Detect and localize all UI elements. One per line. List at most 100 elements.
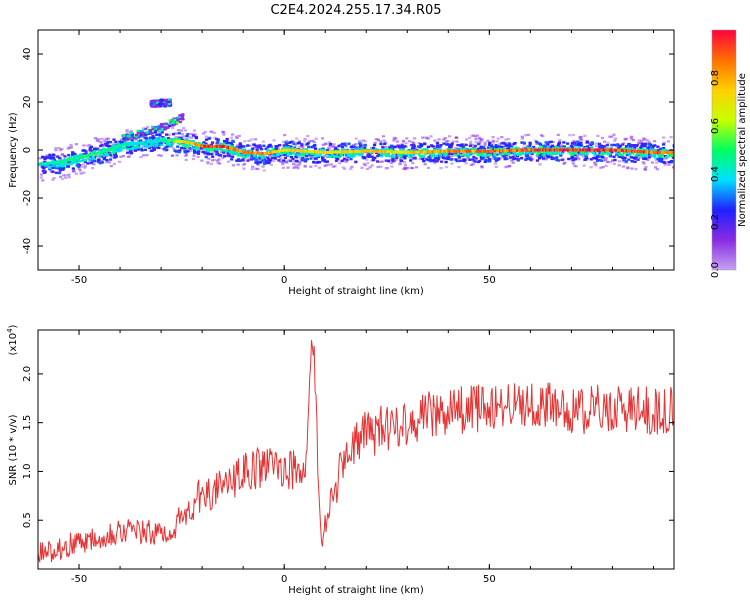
- spectrogram-cell: [218, 162, 222, 165]
- spectrogram-cell: [570, 153, 574, 156]
- spectrogram-cell: [628, 153, 632, 156]
- spectrogram-cell: [93, 137, 98, 140]
- spectrogram-cell: [301, 154, 305, 157]
- spectrogram-cell: [200, 159, 204, 162]
- spectrogram-cell: [496, 137, 500, 140]
- spectrogram-ridge-cell: [316, 150, 319, 154]
- spectrogram-cell: [58, 169, 62, 172]
- spectrogram-ridge-cell: [269, 151, 272, 155]
- spectrogram-cell: [543, 145, 547, 148]
- spectrogram-cell: [451, 140, 455, 143]
- spectrogram-cell: [376, 139, 380, 142]
- spectrogram-ridge-cell: [530, 148, 533, 152]
- spectrogram-ridge-cell: [49, 161, 52, 165]
- spectrogram-ridge-cell: [555, 148, 558, 152]
- spectrogram-cell: [527, 157, 531, 160]
- spectrogram-ridge-cell: [104, 149, 107, 153]
- spectrogram-cell: [421, 154, 426, 157]
- spectrogram-cell: [209, 162, 214, 166]
- spectrogram-cell: [633, 160, 637, 163]
- spectrogram-ridge-cell: [638, 150, 641, 154]
- spectrogram-cell: [413, 147, 418, 150]
- spectrogram-cell: [423, 163, 427, 166]
- spectrogram-ridge-cell: [295, 149, 298, 153]
- spectrogram-cell: [49, 157, 53, 160]
- spectrogram-cell: [192, 149, 196, 152]
- spectrogram-cell: [605, 143, 609, 147]
- spectrogram-cell: [555, 146, 559, 149]
- spectrogram-cell: [423, 142, 427, 146]
- spectrogram-cell: [359, 152, 364, 155]
- spectrogram-cell: [74, 172, 78, 175]
- spectrogram-cell: [409, 158, 413, 161]
- spectrogram-cell: [618, 144, 622, 148]
- spectrogram-cell: [410, 143, 414, 147]
- spectrogram-ridge-cell: [415, 150, 418, 154]
- spectrogram-cell: [203, 153, 207, 156]
- spectrogram-cell: [155, 133, 159, 137]
- spectrogram-cell: [381, 146, 385, 149]
- spectrogram-cell: [231, 155, 235, 158]
- spectrogram-cell: [330, 153, 334, 156]
- spectrogram-cell: [643, 142, 648, 145]
- spectrogram-feature-cell: [149, 129, 153, 132]
- colorbar-tick-label: 0.4: [710, 166, 721, 182]
- spectrogram-ridge-cell: [306, 149, 309, 153]
- spectrogram-cell: [186, 132, 190, 136]
- spectrogram-cell: [416, 145, 421, 148]
- spectrogram-cell: [154, 137, 158, 140]
- spectrogram-feature-cell: [160, 127, 164, 130]
- spectrogram-cell: [307, 154, 312, 157]
- spectrogram-cell: [405, 166, 409, 169]
- spectrogram-cell: [670, 154, 674, 157]
- spectrogram-ridge-cell: [280, 149, 283, 153]
- spectrogram-ridge-cell: [270, 150, 273, 154]
- spectrogram-cell: [281, 161, 285, 164]
- spectrogram-cell: [415, 166, 419, 169]
- spectrogram-cell: [516, 159, 520, 162]
- spectrogram-ridge-cell: [76, 156, 79, 160]
- spectrogram-ridge-cell: [300, 149, 304, 153]
- spectrogram-cell: [622, 141, 626, 145]
- spectrogram-cell: [185, 134, 189, 138]
- spectrogram-cell: [480, 138, 484, 141]
- spectrogram-feature-cell: [155, 101, 159, 105]
- spectrogram-feature-cell: [165, 100, 169, 103]
- spectrogram-ridge-cell: [376, 150, 380, 154]
- spectrogram-cell: [589, 166, 593, 169]
- spectrogram-cell: [571, 155, 575, 159]
- spectrogram-feature-cell: [159, 125, 163, 129]
- spectrogram-cell: [481, 146, 485, 149]
- spectrogram-cell: [656, 145, 660, 148]
- spectrogram-cell: [165, 143, 169, 146]
- spectrogram-cell: [567, 151, 571, 154]
- spectrogram-cell: [476, 154, 480, 157]
- spectrogram-cell: [96, 160, 101, 164]
- spectrogram-cell: [88, 159, 92, 163]
- spectrogram-cell: [358, 146, 362, 149]
- spectrogram-cell: [494, 144, 498, 147]
- spectrogram-cell: [59, 159, 63, 162]
- spectrogram-cell: [261, 140, 265, 143]
- spectrogram-cell: [624, 160, 629, 163]
- spectrogram-ridge-cell: [260, 151, 263, 155]
- spectrogram-feature-cell: [168, 124, 172, 128]
- spectrogram-cell: [68, 156, 73, 159]
- spectrogram-ridge-cell: [253, 151, 256, 155]
- spectrogram-ridge-cell: [532, 148, 535, 152]
- spectrogram-cell: [100, 161, 104, 164]
- spectrogram-ridge-cell: [457, 149, 460, 153]
- spectrogram-cell: [324, 164, 328, 167]
- spectrogram-ridge-cell: [671, 150, 674, 154]
- spectrogram-cell: [305, 148, 309, 151]
- spectrogram-ridge-cell: [621, 149, 624, 153]
- spectrogram-cell: [325, 149, 330, 152]
- spectrogram-ridge-cell: [420, 150, 423, 154]
- spectrogram-cell: [646, 146, 650, 150]
- spectrogram-cell: [507, 153, 511, 156]
- spectrogram-cell: [565, 142, 570, 145]
- spectrogram-cell: [284, 141, 288, 145]
- spectrogram-cell: [313, 157, 318, 160]
- spectrogram-ridge-cell: [553, 148, 556, 152]
- spectrogram-cell: [507, 138, 511, 141]
